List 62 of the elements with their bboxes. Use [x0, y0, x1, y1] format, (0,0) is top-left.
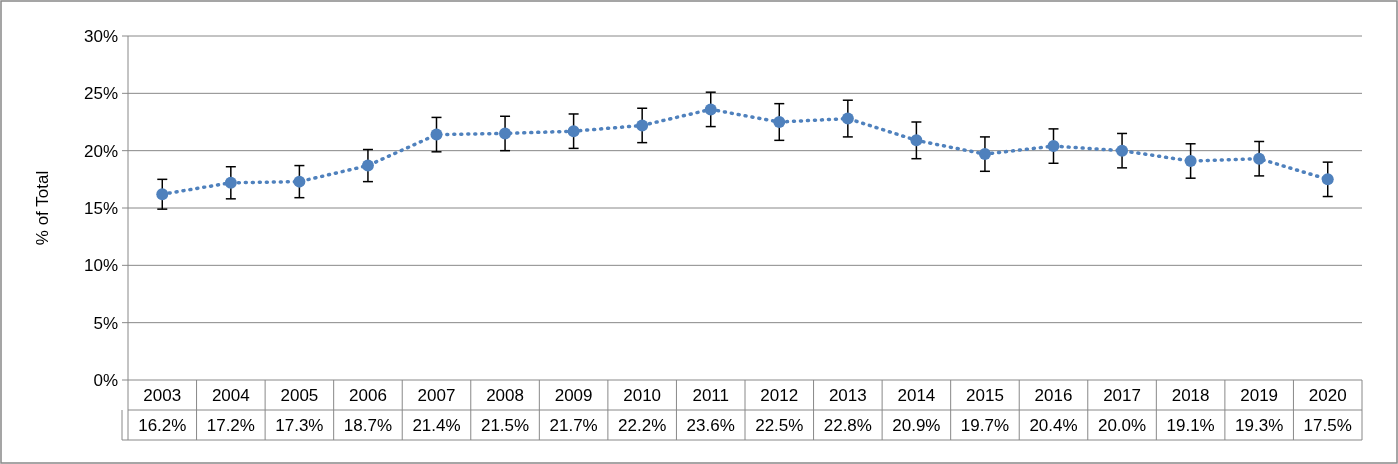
point — [567, 125, 580, 138]
data-label: 17.5% — [1303, 415, 1352, 435]
data-label: 20.0% — [1097, 415, 1147, 435]
x-tick-label: 2013 — [828, 385, 867, 405]
x-tick-label: 2007 — [417, 385, 456, 405]
point — [1253, 152, 1266, 165]
data-label: 17.3% — [275, 415, 324, 435]
x-tick-label: 2009 — [554, 385, 593, 405]
data-label: 19.1% — [1166, 415, 1215, 435]
point — [704, 103, 717, 116]
point — [636, 119, 649, 132]
y-tick-label: 20% — [83, 141, 118, 161]
point — [224, 176, 237, 189]
data-label: 16.2% — [138, 415, 187, 435]
point — [1321, 173, 1334, 186]
x-tick-label: 2003 — [143, 385, 182, 405]
y-tick-label: 25% — [83, 84, 118, 104]
data-label: 19.7% — [960, 415, 1010, 435]
point — [430, 128, 443, 141]
data-label: 19.3% — [1235, 415, 1284, 435]
x-tick-label: 2005 — [280, 385, 319, 405]
y-axis-title: % of Total — [33, 170, 52, 246]
x-tick-label: 2004 — [211, 385, 250, 405]
point — [978, 148, 991, 161]
data-label: 21.4% — [412, 415, 461, 435]
data-label: 21.5% — [480, 415, 530, 435]
y-tick-label: 30% — [83, 26, 118, 46]
x-tick-label: 2011 — [692, 385, 729, 405]
data-label: 22.5% — [755, 415, 804, 435]
data-label: 21.7% — [549, 415, 598, 435]
point — [361, 159, 374, 172]
point — [841, 112, 854, 125]
x-tick-label: 2016 — [1034, 385, 1073, 405]
x-tick-label: 2017 — [1103, 385, 1141, 405]
x-tick-label: 2008 — [486, 385, 524, 405]
y-tick-label: 10% — [83, 256, 118, 276]
data-label: 18.7% — [343, 415, 393, 435]
point — [1047, 140, 1060, 153]
data-label: 22.2% — [618, 415, 667, 435]
x-tick-label: 2014 — [897, 385, 936, 405]
data-label: 20.4% — [1029, 415, 1078, 435]
data-label: 22.8% — [823, 415, 872, 435]
x-tick-label: 2015 — [966, 385, 1004, 405]
point — [499, 127, 512, 140]
data-label: 17.2% — [206, 415, 255, 435]
data-label: 23.6% — [686, 415, 735, 435]
x-tick-label: 2020 — [1308, 385, 1347, 405]
x-tick-label: 2018 — [1171, 385, 1210, 405]
x-tick-label: 2012 — [760, 385, 799, 405]
point — [293, 175, 306, 188]
point — [1116, 144, 1129, 157]
y-tick-label: 0% — [93, 370, 118, 390]
point — [773, 116, 786, 128]
y-tick-label: 5% — [93, 313, 118, 333]
point — [1184, 154, 1197, 167]
x-tick-label: 2006 — [349, 385, 387, 405]
x-tick-label: 2019 — [1240, 385, 1279, 405]
point — [156, 188, 169, 201]
x-tick-label: 2010 — [623, 385, 662, 405]
point — [910, 134, 923, 147]
data-label: 20.9% — [892, 415, 941, 435]
y-tick-label: 15% — [83, 198, 118, 218]
